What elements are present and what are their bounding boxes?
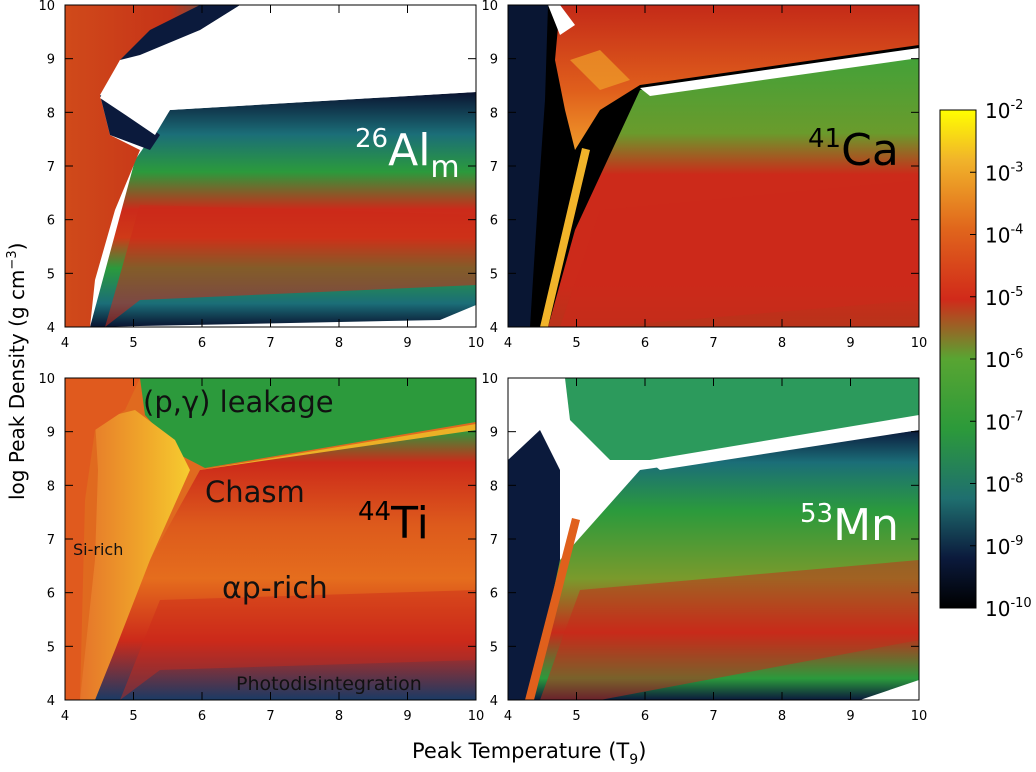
element-symbol: Mn — [833, 500, 899, 551]
x-tick-label: 4 — [504, 709, 512, 724]
y-tick-label: 5 — [490, 640, 498, 655]
region-label-pgamma-leakage: (p,γ) leakage — [143, 385, 334, 419]
region-label-photodisintegration: Photodisintegration — [236, 673, 422, 695]
y-tick-label: 6 — [47, 587, 55, 602]
colorbar-labels: 10-2 10-3 10-4 10-5 10-6 10-7 10-8 10-9 10-10 — [970, 98, 1032, 621]
colorbar-label: 10-8 — [985, 472, 1023, 497]
x-tick-label: 6 — [198, 709, 206, 724]
region-label-si-rich: Si-rich — [73, 540, 123, 559]
y-tick-label: 8 — [47, 479, 55, 494]
x-tick-label: 4 — [504, 336, 512, 351]
mass-number: 41 — [808, 124, 841, 154]
y-tick-label: 4 — [490, 321, 498, 336]
x-tick-label: 10 — [468, 709, 485, 724]
y-tick-label: 6 — [490, 214, 498, 229]
mass-number: 53 — [800, 499, 833, 529]
element-symbol: Ti — [390, 498, 429, 549]
mass-number: 26 — [355, 124, 388, 154]
x-tick-label: 4 — [61, 709, 69, 724]
colorbar-label: 10-4 — [985, 223, 1023, 248]
isotope-label-41ca: 41Ca — [808, 124, 899, 176]
panel-53mn — [508, 378, 919, 700]
x-tick-label: 8 — [335, 709, 343, 724]
y-tick-label: 7 — [490, 160, 498, 175]
isotope-label-44ti: 44Ti — [358, 497, 429, 549]
y-tick-label: 10 — [481, 372, 498, 387]
panel-44ti — [65, 378, 476, 700]
x-tick-label: 5 — [129, 336, 137, 351]
x-tick-label: 7 — [266, 336, 274, 351]
x-tick-label: 6 — [641, 709, 649, 724]
y-tick-label: 10 — [481, 0, 498, 14]
panel-26al — [65, 5, 476, 327]
x-tick-label: 7 — [709, 709, 717, 724]
colorbar-label: 10-10 — [985, 596, 1032, 621]
y-tick-label: 7 — [490, 533, 498, 548]
x-tick-label: 6 — [198, 336, 206, 351]
y-tick-label: 5 — [47, 267, 55, 282]
x-tick-label: 9 — [846, 709, 854, 724]
x-tick-label: 9 — [403, 709, 411, 724]
y-tick-label: 6 — [47, 214, 55, 229]
x-tick-label: 10 — [468, 336, 485, 351]
y-tick-label: 4 — [47, 694, 55, 709]
y-tick-label: 4 — [490, 694, 498, 709]
y-tick-label: 8 — [490, 106, 498, 121]
x-tick-label: 10 — [911, 709, 928, 724]
y-tick-label: 9 — [490, 53, 498, 68]
y-tick-label: 9 — [47, 53, 55, 68]
y-tick-label: 9 — [47, 426, 55, 441]
ticks-layer: 4 5 6 7 8 9 10 4 5 6 7 8 9 10 4 5 6 7 8 9 10 4 5 6 7 8 9 10 4 5 6 7 8 9 10… — [38, 0, 927, 724]
element-subscript: m — [430, 150, 459, 185]
x-tick-label: 5 — [572, 336, 580, 351]
x-tick-label: 7 — [266, 709, 274, 724]
x-tick-label: 9 — [403, 336, 411, 351]
panel-41ca — [508, 5, 919, 327]
colorbar-label: 10-2 — [985, 98, 1023, 123]
x-tick-label: 8 — [335, 336, 343, 351]
colorbar-label: 10-9 — [985, 534, 1023, 559]
y-tick-label: 10 — [38, 372, 55, 387]
y-tick-label: 10 — [38, 0, 55, 14]
y-tick-label: 7 — [47, 533, 55, 548]
x-tick-label: 7 — [709, 336, 717, 351]
y-tick-label: 6 — [490, 587, 498, 602]
x-tick-label: 10 — [911, 336, 928, 351]
y-tick-label: 4 — [47, 321, 55, 336]
region-label-ap-rich: αp-rich — [222, 571, 328, 606]
x-axis-label: Peak Temperature (T9) — [412, 739, 646, 768]
element-symbol: Ca — [841, 125, 899, 176]
x-tick-label: 8 — [778, 709, 786, 724]
y-tick-label: 5 — [47, 640, 55, 655]
y-tick-label: 8 — [47, 106, 55, 121]
colorbar-label: 10-3 — [985, 160, 1023, 185]
x-tick-label: 8 — [778, 336, 786, 351]
y-tick-label: 8 — [490, 479, 498, 494]
region-label-chasm: Chasm — [205, 475, 305, 509]
y-tick-label: 9 — [490, 426, 498, 441]
x-tick-label: 5 — [572, 709, 580, 724]
x-tick-label: 4 — [61, 336, 69, 351]
y-tick-label: 7 — [47, 160, 55, 175]
x-tick-label: 5 — [129, 709, 137, 724]
colorbar-label: 10-7 — [985, 409, 1023, 434]
isotope-label-26al: 26Alm — [355, 124, 460, 185]
mass-number: 44 — [358, 497, 391, 527]
isotope-label-53mn: 53Mn — [800, 499, 899, 551]
colorbar-label: 10-6 — [985, 347, 1023, 372]
x-tick-label: 6 — [641, 336, 649, 351]
y-tick-label: 5 — [490, 267, 498, 282]
element-symbol: Al — [388, 125, 430, 176]
colorbar-label: 10-5 — [985, 285, 1023, 310]
x-tick-label: 9 — [846, 336, 854, 351]
y-axis-label: log Peak Density (g cm−3) — [5, 243, 29, 500]
